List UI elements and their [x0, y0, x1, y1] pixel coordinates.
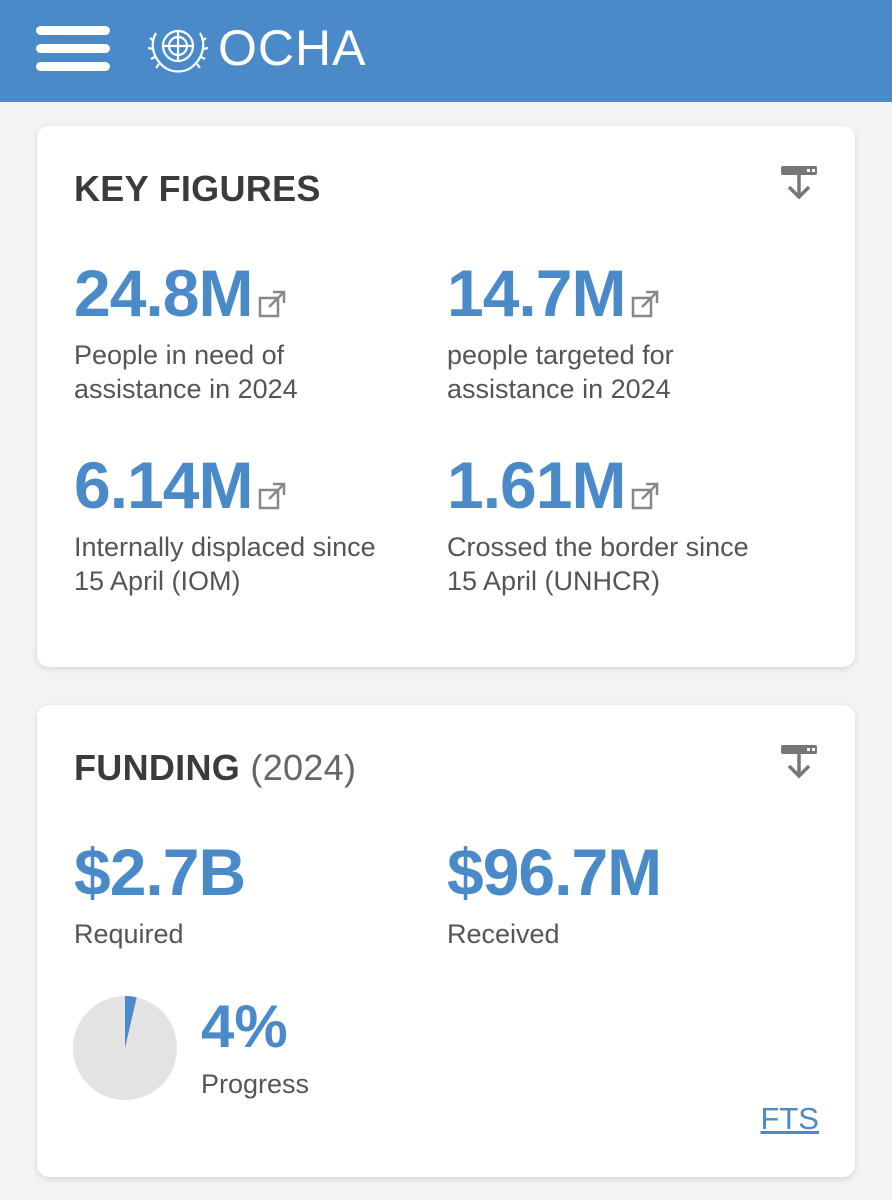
figure-label: Internally displaced since 15 April (IOM…: [74, 530, 414, 598]
figure-label-line: Crossed the border since: [447, 532, 749, 562]
menu-bar-line: [36, 62, 110, 71]
external-link-icon[interactable]: [631, 290, 659, 318]
key-figures-card: KEY FIGURES 24.8M People in need of assi…: [37, 126, 855, 667]
figure-crossed-border: 1.61M Crossed the border since 15 April …: [447, 452, 787, 598]
funding-required: $2.7B Required: [74, 839, 414, 951]
figure-value: 1.61M: [447, 448, 626, 522]
progress-label: Progress: [201, 1069, 310, 1099]
required-label: Required: [74, 919, 184, 949]
progress-value: 4%: [201, 993, 288, 1060]
figure-value: 24.8M: [74, 256, 253, 330]
top-app-bar: OCHA: [0, 0, 892, 102]
figure-label: Crossed the border since 15 April (UNHCR…: [447, 530, 787, 598]
figure-label-line: Internally displaced since: [74, 532, 376, 562]
received-label: Received: [447, 919, 560, 949]
figure-label-line: assistance in 2024: [74, 374, 298, 404]
figure-label-line: assistance in 2024: [447, 374, 671, 404]
external-link-icon[interactable]: [258, 290, 286, 318]
menu-bar-line: [36, 26, 110, 35]
figure-people-targeted: 14.7M people targeted for assistance in …: [447, 260, 787, 406]
download-icon[interactable]: [779, 743, 819, 781]
funding-title: FUNDING (2024): [74, 747, 356, 789]
figure-label-line: 15 April (UNHCR): [447, 566, 661, 596]
progress-pie-chart: [73, 996, 177, 1100]
figure-value: 6.14M: [74, 448, 253, 522]
external-link-icon[interactable]: [258, 482, 286, 510]
funding-card: FUNDING (2024) $2.7B Required $96.7M Rec…: [37, 705, 855, 1177]
ocha-logo[interactable]: OCHA: [146, 18, 366, 78]
fts-link[interactable]: FTS: [760, 1101, 819, 1136]
figure-label: People in need of assistance in 2024: [74, 338, 414, 406]
figure-value: 14.7M: [447, 256, 626, 330]
funding-year: (2024): [250, 747, 357, 788]
figure-label-line: people targeted for: [447, 340, 674, 370]
brand-name: OCHA: [218, 20, 367, 76]
funding-received: $96.7M Received: [447, 839, 787, 951]
figure-people-in-need: 24.8M People in need of assistance in 20…: [74, 260, 414, 406]
key-figures-title: KEY FIGURES: [74, 168, 321, 209]
funding-title-text: FUNDING: [74, 747, 241, 788]
download-icon[interactable]: [779, 164, 819, 202]
pie-progress-slice: [125, 996, 137, 1048]
figure-label-line: People in need of: [74, 340, 285, 370]
figure-label: people targeted for assistance in 2024: [447, 338, 787, 406]
menu-bar-line: [36, 44, 110, 53]
external-link-icon[interactable]: [631, 482, 659, 510]
un-emblem-icon: [147, 29, 209, 73]
received-value: $96.7M: [447, 835, 662, 909]
figure-internally-displaced: 6.14M Internally displaced since 15 Apri…: [74, 452, 414, 598]
required-value: $2.7B: [74, 835, 246, 909]
hamburger-menu-icon[interactable]: [36, 26, 110, 72]
figure-label-line: 15 April (IOM): [74, 566, 241, 596]
